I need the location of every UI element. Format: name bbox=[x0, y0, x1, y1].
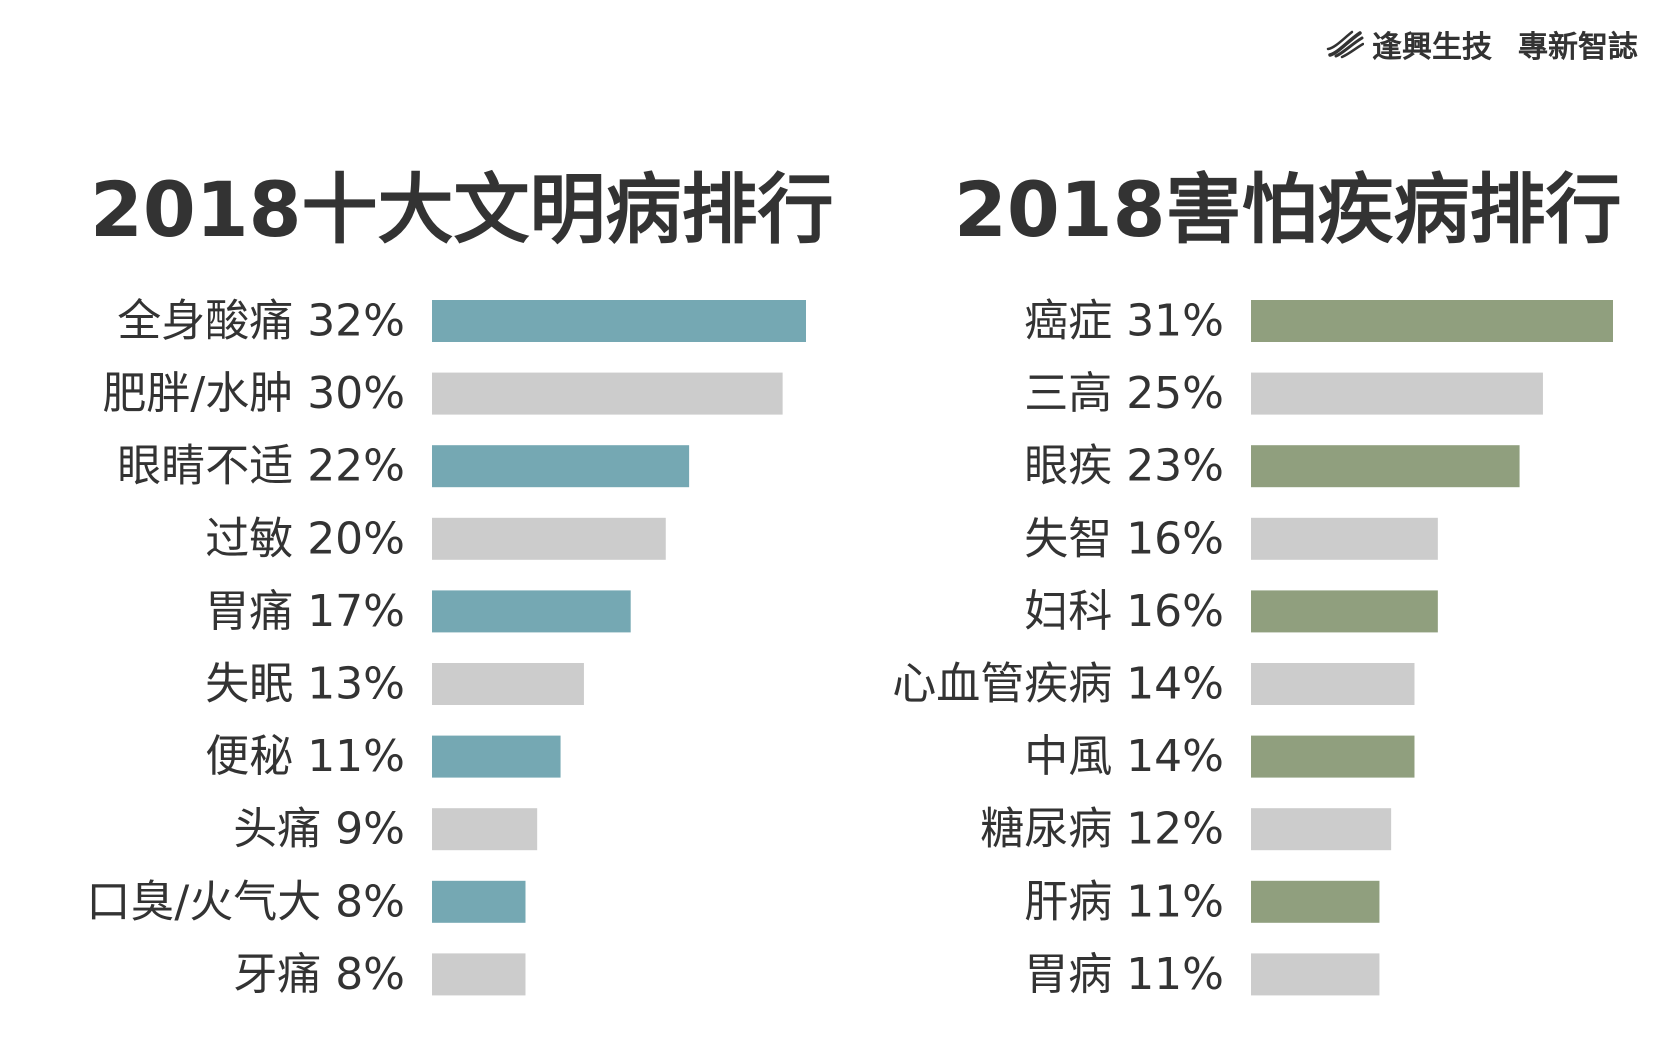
category-label: 口臭/火气大 8% bbox=[86, 876, 405, 927]
bar bbox=[432, 663, 584, 705]
category-label: 眼疾 23% bbox=[1024, 441, 1224, 492]
category-label: 全身酸痛 32% bbox=[117, 296, 405, 347]
category-label: 癌症 31% bbox=[1024, 296, 1224, 347]
category-label: 胃病 11% bbox=[1024, 949, 1224, 1000]
bar bbox=[432, 300, 806, 342]
bar bbox=[432, 735, 561, 778]
chart-civilization-diseases: 2018十大文明病排行 全身酸痛 32% 肥胖/水肿 30% 眼睛不适 22% 过敏 … bbox=[86, 165, 834, 1000]
brand-tagline: 專新智誌 bbox=[1518, 30, 1638, 65]
category-label: 心血管疾病 14% bbox=[892, 659, 1224, 710]
bar bbox=[432, 372, 783, 415]
chart-feared-diseases: 2018害怕疾病排行 癌症 31% 三高 25% 眼疾 23% 失智 16% 妇科 16… bbox=[834, 0, 1668, 1042]
bar bbox=[1251, 590, 1438, 633]
bar bbox=[432, 517, 666, 560]
brand-name: 逢興生技 bbox=[1372, 30, 1492, 65]
category-label: 肝病 11% bbox=[1024, 876, 1224, 927]
category-label: 便秘 11% bbox=[205, 731, 405, 782]
bar bbox=[1251, 663, 1415, 705]
chart-title: 2018十大文明病排行 bbox=[90, 165, 834, 254]
category-label: 眼睛不适 22% bbox=[117, 441, 405, 492]
bar-chart-svg: 癌症 31% 三高 25% 眼疾 23% 失智 16% 妇科 16% 心血管疾病 14% 中… bbox=[892, 296, 1613, 1000]
bar bbox=[432, 808, 538, 851]
bar bbox=[1251, 372, 1543, 415]
category-label: 肥胖/水肿 30% bbox=[102, 368, 405, 419]
category-label: 失眠 13% bbox=[205, 659, 405, 710]
category-label: 妇科 16% bbox=[1024, 586, 1224, 637]
bar bbox=[1251, 735, 1415, 778]
swoosh-logo-icon bbox=[1326, 30, 1364, 59]
bar bbox=[1251, 808, 1392, 851]
bar bbox=[1251, 880, 1380, 923]
category-label: 牙痛 8% bbox=[233, 949, 405, 1000]
bar bbox=[1251, 445, 1520, 488]
category-label: 三高 25% bbox=[1024, 368, 1224, 419]
category-label: 过敏 20% bbox=[205, 513, 405, 564]
bar-chart-svg: 全身酸痛 32% 肥胖/水肿 30% 眼睛不适 22% 过敏 20% 胃痛 17% 失眠 … bbox=[86, 296, 806, 1000]
bar bbox=[1251, 517, 1438, 560]
brand-header: 逢興生技 專新智誌 bbox=[1326, 22, 1638, 66]
bar bbox=[432, 590, 631, 633]
bar bbox=[432, 953, 526, 996]
bar bbox=[1251, 300, 1613, 342]
bar bbox=[1251, 953, 1380, 996]
category-label: 头痛 9% bbox=[233, 804, 405, 855]
category-label: 失智 16% bbox=[1024, 513, 1224, 564]
chart-title: 2018害怕疾病排行 bbox=[954, 165, 1622, 254]
category-label: 胃痛 17% bbox=[205, 586, 405, 637]
bar bbox=[432, 445, 690, 488]
category-label: 中風 14% bbox=[1024, 731, 1224, 782]
category-label: 糖尿病 12% bbox=[980, 804, 1224, 855]
bar bbox=[432, 880, 526, 923]
